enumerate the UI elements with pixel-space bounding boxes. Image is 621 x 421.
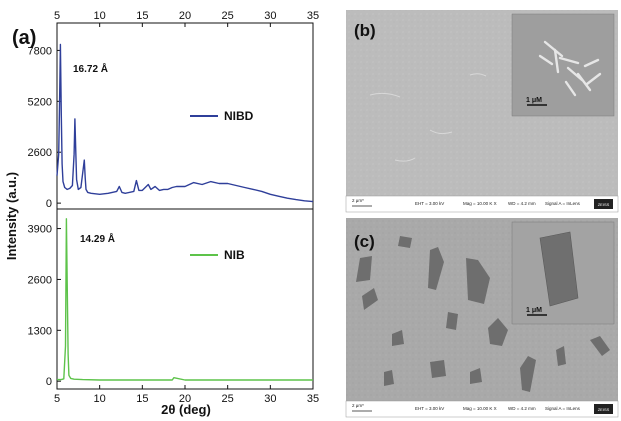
sem-b-scale-main: 2 μm* (352, 198, 364, 203)
sem-panel-c: (c) 1 μM 2 μm* EHT = 3.00 kV Mag = 10.00… (345, 218, 619, 418)
x-tick-label-0-4: 25 (222, 10, 234, 22)
x-axis-label: 2θ (deg) (161, 402, 211, 417)
y-tick-label-0-1: 2600 (28, 147, 52, 159)
sem-b-info-wd: WD = 4.2 mm (508, 201, 536, 206)
sem-b-info-bar (345, 195, 619, 213)
panel-c-label: (c) (354, 232, 375, 251)
sem-b-inset (511, 13, 615, 117)
series-line-nib (57, 218, 313, 381)
panel-b-label: (b) (354, 21, 376, 40)
x-tick-label-0-3: 20 (179, 10, 191, 22)
sem-b-logo (594, 199, 613, 209)
sem-c-inset-flake (539, 231, 579, 307)
sem-b-inset-scale-label: 1 μM (526, 97, 542, 104)
x-tick-label-0-0: 5 (54, 10, 60, 22)
sem-c-info-wd: WD = 4.2 mm (508, 406, 536, 411)
xrd-top-chart: 5 10 15 20 25 30 35 0 2600 5200 7800 (28, 10, 320, 210)
y-axis-label: Intensity (a.u.) (4, 172, 19, 260)
x-tick-label-0-2: 15 (136, 10, 148, 22)
sem-b-inset-rods (538, 40, 602, 97)
sem-b-logo-text: ZEISS (598, 202, 610, 207)
sem-c-logo (594, 404, 613, 414)
x-tick-label-1-3: 20 (179, 393, 191, 405)
sem-b-info-mag: Mag = 10.00 K X (463, 201, 497, 206)
x-tick-label-1-1: 10 (94, 393, 106, 405)
y-tick-label-1-1: 1300 (28, 325, 52, 337)
x-tick-label-1-6: 35 (307, 393, 319, 405)
y-tick-label-1-3: 3900 (28, 224, 52, 236)
sem-c-info-eht: EHT = 3.00 kV (415, 406, 444, 411)
sem-c-info-signal: Signal A = InLens (545, 406, 581, 411)
sem-c-logo-text: ZEISS (598, 407, 610, 412)
x-tick-label-0-5: 30 (264, 10, 276, 22)
panel-a-label: (a) (12, 27, 36, 49)
y-tick-label-0-2: 5200 (28, 96, 52, 108)
sem-c-scale-main: 2 μm* (352, 403, 364, 408)
y-tick-label-0-3: 7800 (28, 45, 52, 57)
x-tick-label-1-0: 5 (54, 393, 60, 405)
sem-c-info-mag: Mag = 10.00 K X (463, 406, 497, 411)
x-tick-label-1-4: 25 (222, 393, 234, 405)
annotation-14-29: 14.29 Å (80, 232, 115, 245)
sem-b-texture (369, 73, 487, 162)
sem-c-inset-scale-label: 1 μM (526, 307, 542, 314)
y-tick-label-0-0: 0 (46, 198, 52, 210)
x-tick-label-0-1: 10 (94, 10, 106, 22)
xrd-bottom-chart: 5 10 15 20 25 30 35 0 1300 2600 3900 (28, 208, 319, 405)
sem-c-flakes (356, 236, 610, 392)
sem-panel-b: (b) 1 μM 2 μm* EHT = 3.00 kV Mag = 10.00… (345, 10, 619, 213)
sem-c-info-bar (345, 400, 619, 418)
annotation-16-72: 16.72 Å (73, 62, 108, 75)
sem-b-info-eht: EHT = 3.00 kV (415, 201, 444, 206)
y-tick-label-1-0: 0 (46, 376, 52, 388)
x-tick-label-1-5: 30 (264, 393, 276, 405)
x-tick-label-0-6: 35 (307, 10, 319, 22)
legend-nibd: NIBD (224, 109, 254, 123)
series-line-nibd (56, 43, 314, 203)
legend-nib: NIB (224, 248, 245, 262)
sem-b-info-signal: Signal A = InLens (545, 201, 581, 206)
y-tick-label-1-2: 2600 (28, 274, 52, 286)
top-plot-frame (56, 22, 314, 210)
x-tick-label-1-2: 15 (136, 393, 148, 405)
